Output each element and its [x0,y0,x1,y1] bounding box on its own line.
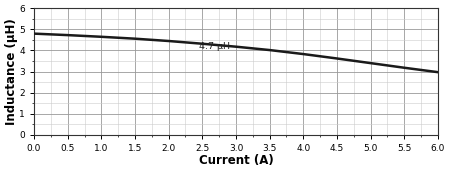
X-axis label: Current (A): Current (A) [198,154,273,167]
Y-axis label: Inductance (μH): Inductance (μH) [5,18,18,125]
Text: 4.7 μH: 4.7 μH [199,42,230,51]
